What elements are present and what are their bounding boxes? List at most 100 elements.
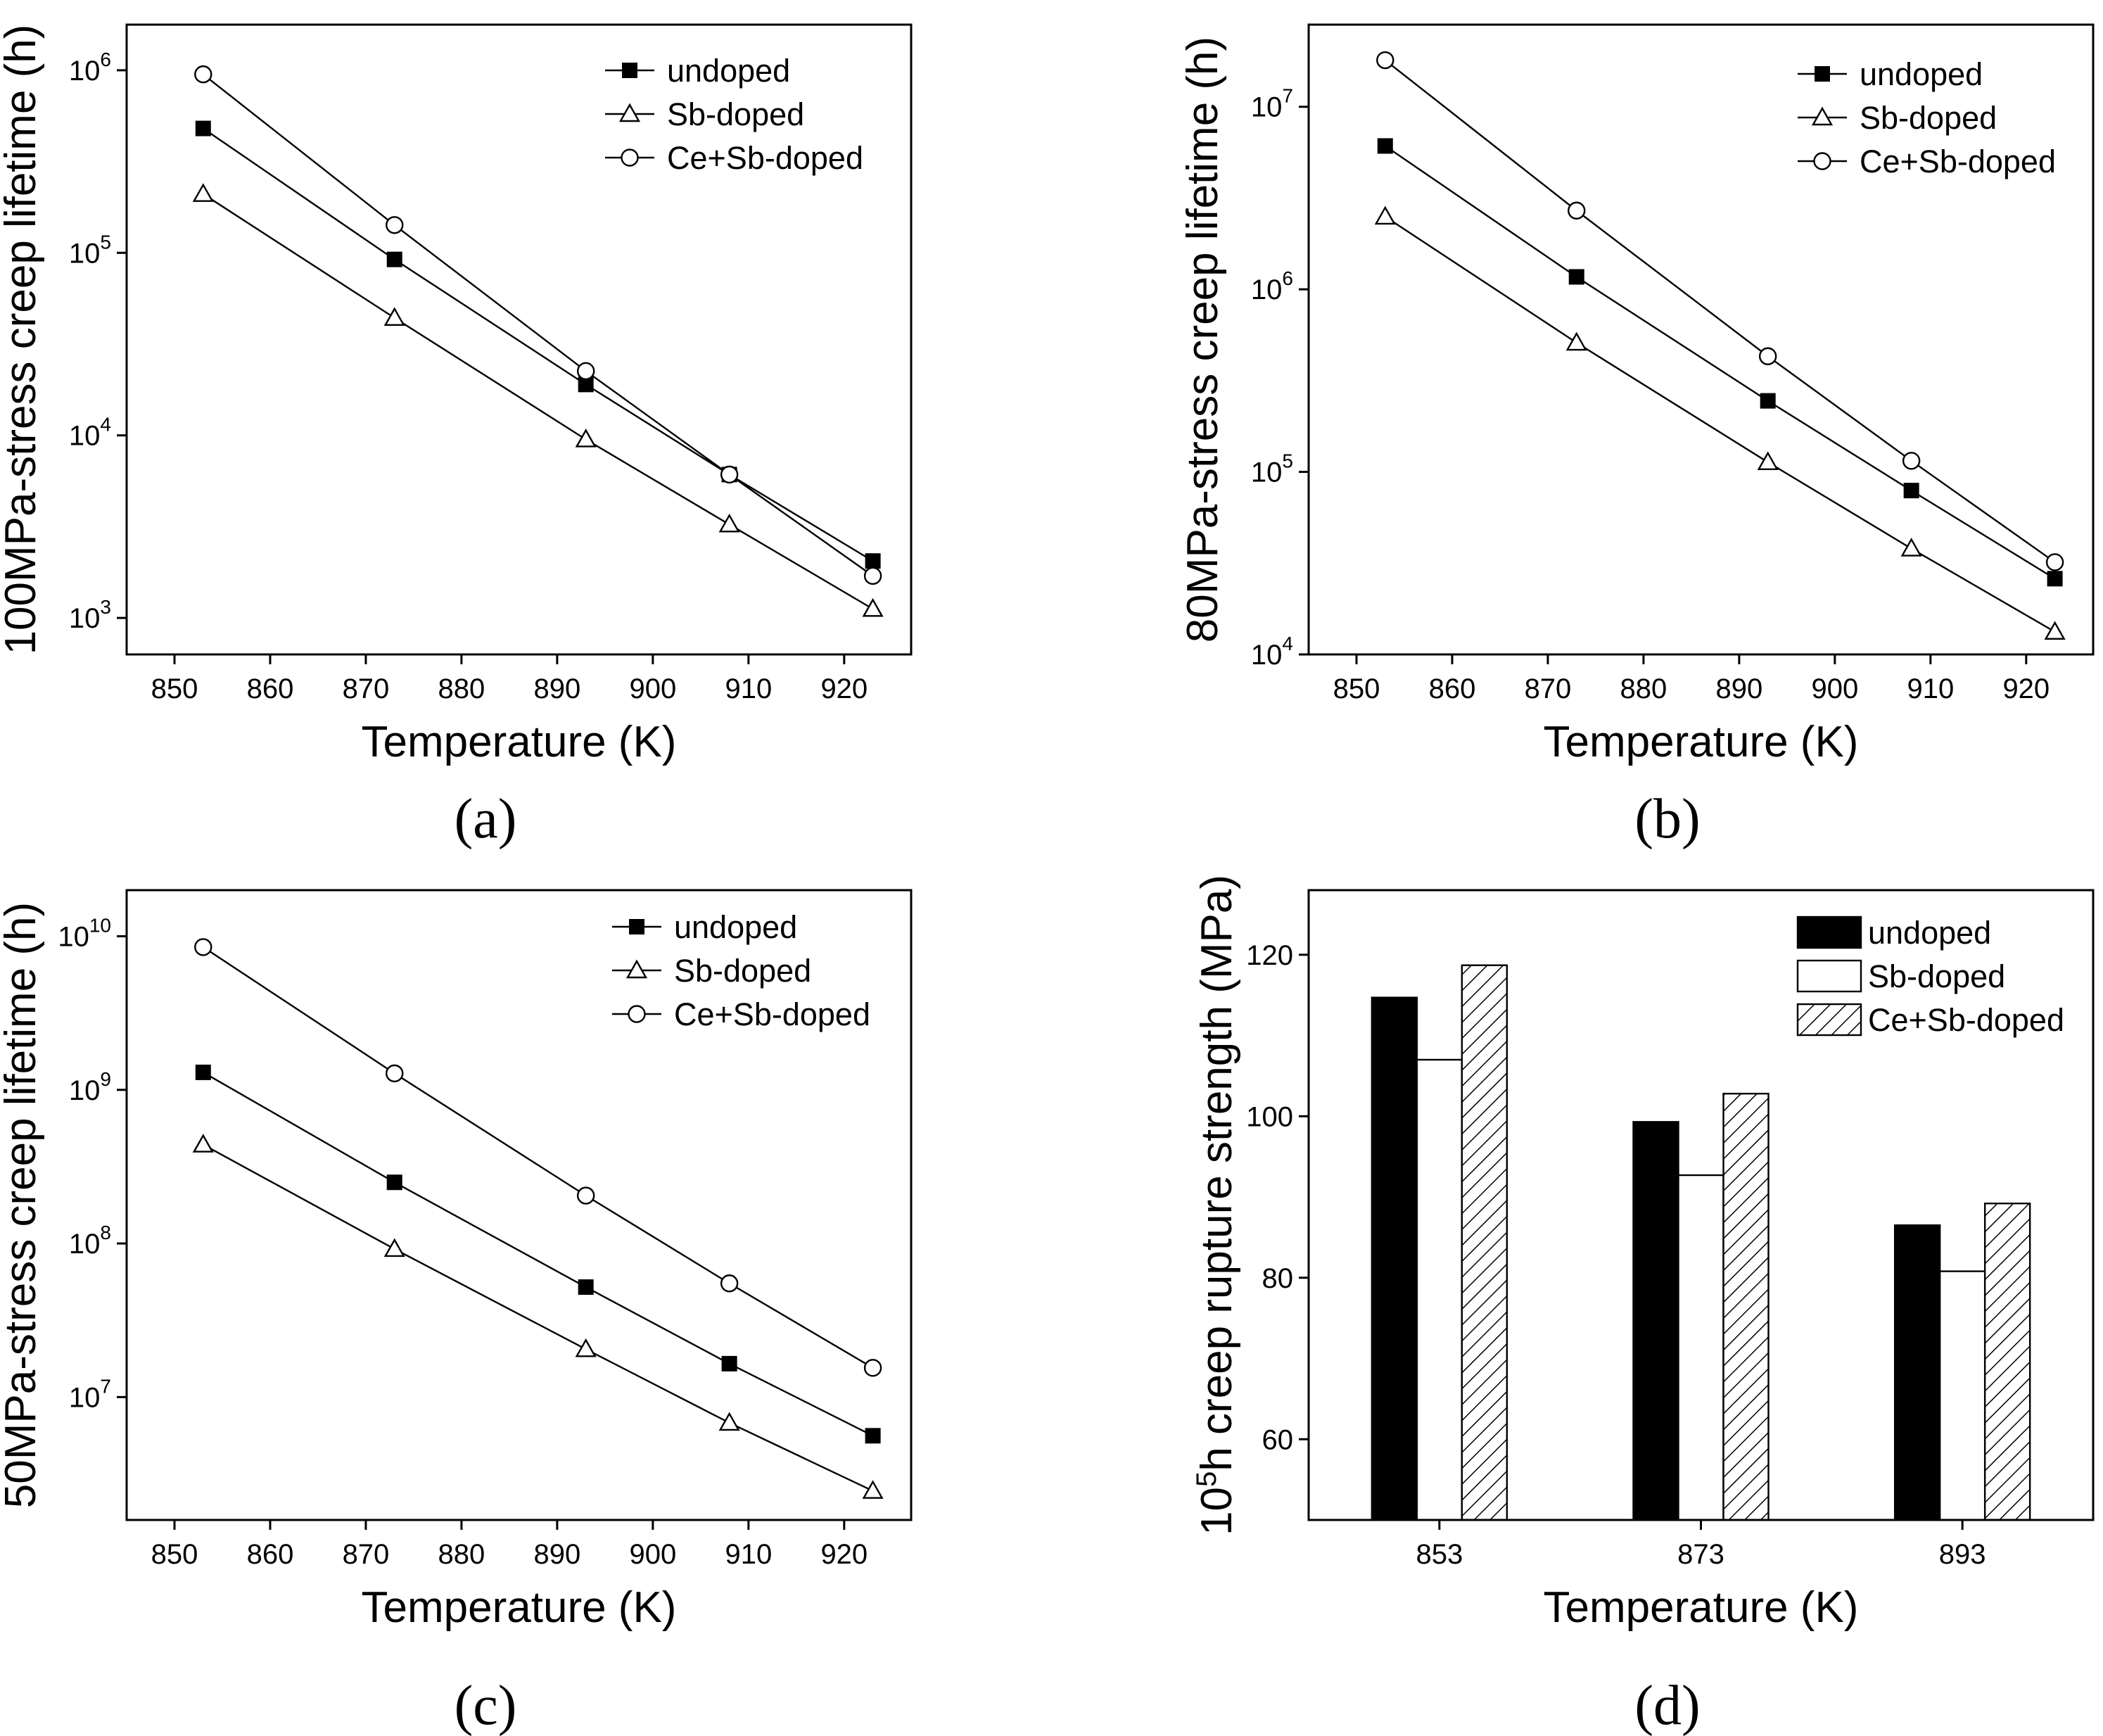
data-point-Sb-doped [1900, 538, 1922, 557]
plot-frame [1307, 889, 2095, 1521]
bar-Ce+Sb-doped-853 [1461, 964, 1508, 1521]
legend-label: Sb-doped [674, 953, 811, 989]
y-tick-label: 60 [1262, 1424, 1294, 1455]
legend-label: undoped [674, 909, 797, 945]
legend-marker [625, 959, 648, 979]
panels: 850 860 870 880 890 900 910 920 103 104 105 106 100M… [0, 23, 2095, 1736]
data-point-Sb-doped [192, 1134, 214, 1153]
bar-Sb-doped-873 [1677, 1174, 1724, 1521]
data-point-Ce+Sb-doped [576, 1186, 595, 1205]
x-tick-label: 890 [534, 673, 581, 704]
x-tick-label: 870 [343, 673, 390, 704]
x-tick-label: 860 [1429, 673, 1476, 704]
legend-label: undoped [1860, 56, 1983, 92]
data-point-Sb-doped [718, 1412, 740, 1431]
y-tick-label: 100 [1246, 1101, 1293, 1132]
plot-frame [1307, 23, 2095, 656]
x-tick-label: 850 [151, 673, 198, 704]
plot-frame [125, 23, 913, 656]
y-tick-label: 107 [1251, 85, 1293, 123]
data-point-Ce+Sb-doped [1758, 347, 1777, 365]
x-tick-label: 920 [2002, 673, 2050, 704]
data-point-Ce+Sb-doped [194, 65, 212, 84]
data-point-Ce+Sb-doped [194, 938, 212, 956]
panel-a: 850 860 870 880 890 900 910 920 103 104 105 106 100M… [0, 23, 913, 850]
legend-marker [622, 63, 637, 78]
y-tick-label: 105 [1251, 450, 1293, 488]
panel-caption: (a) [455, 788, 517, 850]
x-tick-label: 893 [1939, 1539, 1986, 1570]
data-point-undoped [578, 376, 594, 393]
legend-marker [629, 919, 644, 934]
data-point-undoped [721, 1355, 737, 1371]
data-point-undoped [1377, 138, 1393, 154]
bar-Sb-doped-853 [1416, 1058, 1463, 1521]
data-point-Ce+Sb-doped [1568, 201, 1586, 220]
legend-marker [628, 1005, 646, 1023]
data-point-undoped [386, 251, 402, 267]
data-point-Sb-doped [383, 307, 405, 326]
y-tick-label: 104 [1251, 633, 1293, 671]
y-tick-label: 80 [1262, 1263, 1294, 1294]
legend-label: Ce+Sb-doped [674, 996, 870, 1032]
data-point-Sb-doped [1757, 451, 1779, 471]
data-point-Ce+Sb-doped [1376, 51, 1394, 70]
x-tick-label: 880 [438, 673, 485, 704]
legend-label: undoped [667, 53, 790, 89]
x-tick-label: 900 [629, 673, 676, 704]
legend-marker [618, 103, 641, 122]
legend-label: Sb-doped [667, 96, 804, 132]
y-tick-label: 120 [1246, 940, 1293, 971]
x-axis-title: Temperature (K) [1544, 718, 1859, 766]
series-line-Sb-doped [203, 193, 874, 610]
legend-label: Sb-doped [1868, 958, 2005, 994]
x-tick-label: 910 [725, 1539, 772, 1570]
data-point-Ce+Sb-doped [386, 216, 404, 234]
x-tick-label: 870 [343, 1539, 390, 1570]
legend-marker [621, 148, 639, 167]
y-tick-label: 107 [69, 1375, 111, 1413]
y-axis-title: 80MPa-stress creep lifetime (h) [1178, 37, 1227, 642]
series-line-undoped [203, 127, 874, 562]
legend-label: Ce+Sb-doped [667, 140, 863, 176]
legend-swatch [1796, 1003, 1862, 1037]
data-point-Ce+Sb-doped [863, 1359, 882, 1377]
x-tick-label: 850 [151, 1539, 198, 1570]
y-tick-label: 1010 [58, 914, 111, 952]
series-line-undoped [203, 1071, 874, 1437]
bar-Sb-doped-893 [1938, 1270, 1986, 1521]
data-point-Ce+Sb-doped [1902, 452, 1921, 470]
y-axis-title: 50MPa-stress creep lifetime (h) [0, 902, 45, 1508]
series-line-undoped [1385, 145, 2056, 580]
data-point-Sb-doped [383, 1238, 405, 1257]
y-tick-label: 106 [1251, 267, 1293, 305]
x-tick-label: 890 [534, 1539, 581, 1570]
data-point-undoped [195, 120, 211, 137]
data-point-undoped [195, 1064, 211, 1080]
data-point-undoped [386, 1174, 402, 1191]
legend-label: Ce+Sb-doped [1860, 144, 2056, 179]
bar-Ce+Sb-doped-893 [1983, 1203, 2031, 1521]
x-tick-label: 870 [1525, 673, 1572, 704]
data-point-Ce+Sb-doped [720, 465, 739, 484]
x-tick-label: 860 [247, 1539, 294, 1570]
x-tick-label: 910 [725, 673, 772, 704]
data-point-Sb-doped [192, 183, 214, 202]
x-tick-label: 900 [1811, 673, 1858, 704]
legend-swatch [1796, 959, 1862, 993]
panel-caption: (d) [1634, 1675, 1700, 1736]
legend-marker [1813, 152, 1831, 170]
bar-undoped-893 [1893, 1224, 1941, 1521]
bar-undoped-873 [1632, 1121, 1679, 1521]
data-point-Sb-doped [1374, 205, 1396, 225]
bar-undoped-853 [1371, 996, 1418, 1521]
x-tick-label: 920 [820, 673, 868, 704]
data-point-Ce+Sb-doped [720, 1274, 739, 1293]
series-line-Sb-doped [203, 1143, 874, 1492]
data-point-undoped [578, 1279, 594, 1295]
x-axis-title: Temperature (K) [362, 1583, 677, 1632]
y-axis-title: 100MPa-stress creep lifetime (h) [0, 25, 45, 655]
data-point-Sb-doped [2044, 621, 2066, 640]
x-tick-label: 890 [1716, 673, 1763, 704]
